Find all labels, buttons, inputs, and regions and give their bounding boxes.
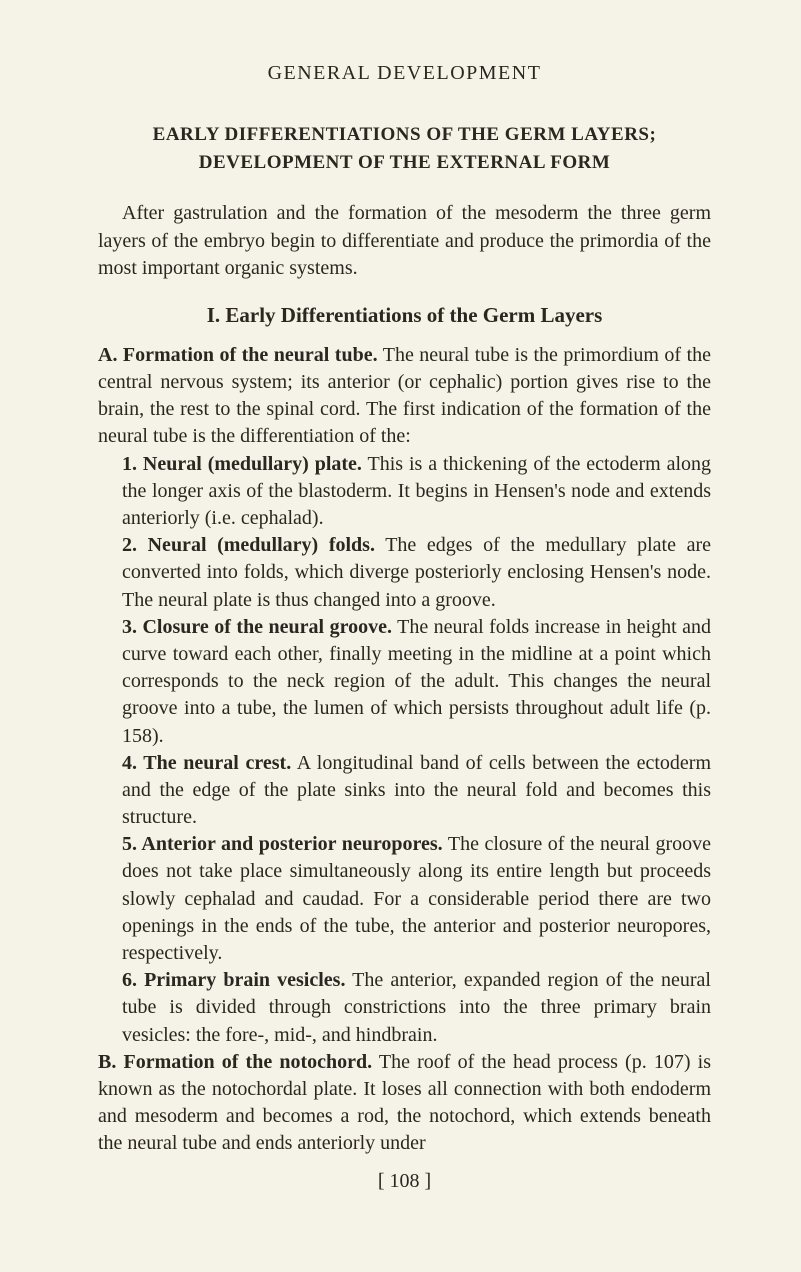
item-bold: 2. Neural (medullary) folds. [122,534,375,556]
item-bold: 4. The neural crest. [122,752,291,774]
paragraph-b-bold: B. Formation of the notochord. [98,1051,372,1073]
item-bold: 6. Primary brain vesicles. [122,969,345,991]
running-head: GENERAL DEVELOPMENT [98,62,711,85]
list-item: 4. The neural crest. A longitudinal band… [98,750,711,832]
list-item: 6. Primary brain vesicles. The anterior,… [98,967,711,1049]
paragraph-a: A. Formation of the neural tube. The neu… [98,342,711,451]
heading-roman-i: I. Early Differentiations of the Germ La… [98,303,711,328]
item-bold: 1. Neural (medullary) plate. [122,453,362,475]
intro-paragraph: After gastrulation and the formation of … [98,200,711,283]
section-title-line2: DEVELOPMENT OF THE EXTERNAL FORM [199,152,611,173]
section-title: EARLY DIFFERENTIATIONS OF THE GERM LAYER… [98,121,711,176]
list-item: 1. Neural (medullary) plate. This is a t… [98,451,711,533]
list-item: 3. Closure of the neural groove. The neu… [98,614,711,750]
page-number: [ 108 ] [98,1170,711,1193]
paragraph-b: B. Formation of the notochord. The roof … [98,1049,711,1158]
section-title-line1: EARLY DIFFERENTIATIONS OF THE GERM LAYER… [153,124,657,145]
paragraph-a-bold: A. Formation of the neural tube. [98,344,378,366]
list-item: 5. Anterior and posterior neuropores. Th… [98,831,711,967]
item-bold: 3. Closure of the neural groove. [122,616,392,638]
list-item: 2. Neural (medullary) folds. The edges o… [98,532,711,614]
item-bold: 5. Anterior and posterior neuropores. [122,833,443,855]
